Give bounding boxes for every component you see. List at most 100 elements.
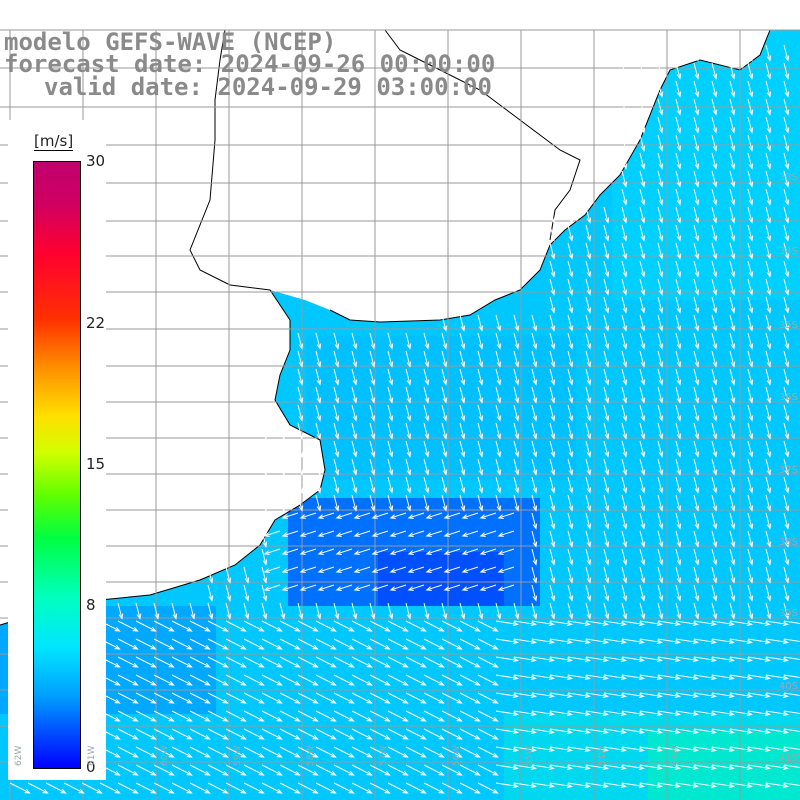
- wind-arrow: [675, 206, 682, 224]
- wind-arrow: [729, 710, 753, 717]
- wind-arrow: [693, 710, 717, 717]
- wind-speed-cell: [468, 318, 486, 336]
- wind-speed-cell: [234, 606, 252, 624]
- wind-speed-cell: [540, 372, 558, 390]
- wind-arrow: [657, 404, 664, 422]
- wind-speed-cell: [648, 408, 666, 426]
- wind-arrow: [387, 692, 409, 704]
- wind-arrow: [189, 728, 211, 740]
- wind-speed-cell: [702, 768, 720, 786]
- wind-speed-cell: [558, 750, 576, 768]
- wind-speed-cell: [612, 336, 630, 354]
- wind-arrow: [747, 44, 754, 62]
- wind-speed-cell: [576, 336, 594, 354]
- wind-arrow: [783, 314, 790, 332]
- wind-speed-cell: [396, 642, 414, 660]
- wind-speed-cell: [486, 354, 504, 372]
- wind-arrow: [747, 620, 771, 627]
- wind-speed-cell: [126, 624, 144, 642]
- wind-speed-cell: [774, 462, 792, 480]
- wind-speed-cell: [684, 336, 702, 354]
- wind-speed-cell: [540, 516, 558, 534]
- wind-arrow: [279, 746, 301, 758]
- wind-speed-cell: [468, 480, 486, 498]
- wind-arrow: [711, 98, 718, 116]
- wind-speed-cell: [630, 750, 648, 768]
- wind-speed-cell: [648, 120, 666, 138]
- wind-arrow: [495, 332, 502, 350]
- wind-speed-cell: [648, 768, 666, 786]
- wind-arrow: [351, 620, 373, 632]
- wind-speed-cell: [702, 534, 720, 552]
- wind-speed-cell: [486, 552, 504, 570]
- wind-speed-cell: [252, 714, 270, 732]
- wind-speed-cell: [414, 426, 432, 444]
- wind-arrow: [459, 476, 466, 494]
- wind-speed-cell: [756, 138, 774, 156]
- wind-speed-cell: [414, 660, 432, 678]
- wind-arrow: [459, 350, 466, 368]
- wind-arrow: [639, 170, 646, 188]
- wind-speed-cell: [396, 498, 414, 516]
- wind-arrow: [315, 602, 322, 620]
- wind-arrow: [369, 602, 376, 620]
- wind-arrow: [443, 566, 461, 573]
- wind-arrow: [441, 746, 463, 758]
- wind-arrow: [207, 746, 229, 758]
- wind-speed-cell: [630, 426, 648, 444]
- wind-arrow: [207, 692, 229, 704]
- wind-speed-cell: [324, 516, 342, 534]
- wind-arrow: [477, 602, 484, 620]
- wind-speed-cell: [774, 120, 792, 138]
- wind-speed-cell: [648, 606, 666, 624]
- wind-speed-cell: [396, 390, 414, 408]
- wind-arrow: [513, 728, 537, 735]
- wind-speed-cell: [594, 426, 612, 444]
- wind-arrow: [63, 782, 85, 794]
- wind-arrow: [297, 350, 304, 368]
- wind-arrow: [243, 728, 265, 740]
- wind-speed-cell: [630, 300, 648, 318]
- wind-arrow: [459, 728, 481, 740]
- wind-arrow: [549, 314, 556, 332]
- wind-speed-cell: [594, 264, 612, 282]
- wind-speed-cell: [306, 714, 324, 732]
- wind-arrow: [783, 548, 790, 566]
- wind-speed-cell: [342, 696, 360, 714]
- wind-arrow: [765, 170, 772, 188]
- wind-arrow: [567, 242, 574, 260]
- wind-speed-cell: [792, 750, 800, 768]
- wind-speed-cell: [342, 714, 360, 732]
- wind-arrow: [441, 350, 448, 368]
- wind-arrow: [335, 530, 353, 537]
- wind-speed-cell: [594, 444, 612, 462]
- wind-speed-cell: [738, 732, 756, 750]
- wind-speed-cell: [666, 102, 684, 120]
- wind-arrow: [747, 332, 754, 350]
- wind-speed-cell: [270, 678, 288, 696]
- wind-speed-cell: [504, 534, 522, 552]
- wind-speed-cell: [738, 210, 756, 228]
- wind-speed-cell: [270, 732, 288, 750]
- wind-speed-cell: [648, 426, 666, 444]
- wind-speed-cell: [324, 624, 342, 642]
- wind-arrow: [765, 44, 772, 62]
- wind-arrow: [729, 620, 753, 627]
- wind-speed-cell: [666, 156, 684, 174]
- wind-speed-cell: [288, 372, 306, 390]
- wind-arrow: [333, 404, 340, 422]
- wind-speed-cell: [342, 570, 360, 588]
- wind-arrow: [477, 494, 484, 512]
- wind-arrow: [693, 242, 700, 260]
- wind-arrow: [135, 746, 157, 758]
- wind-arrows: [9, 44, 800, 794]
- wind-speed-cell: [756, 498, 774, 516]
- wind-arrow: [621, 602, 628, 620]
- wind-arrow: [729, 62, 736, 80]
- wind-arrow: [657, 458, 664, 476]
- wind-arrow: [621, 440, 628, 458]
- wind-speed-cell: [738, 570, 756, 588]
- wind-arrow: [729, 728, 753, 735]
- wind-speed-cell: [702, 264, 720, 282]
- wind-arrow: [459, 692, 481, 704]
